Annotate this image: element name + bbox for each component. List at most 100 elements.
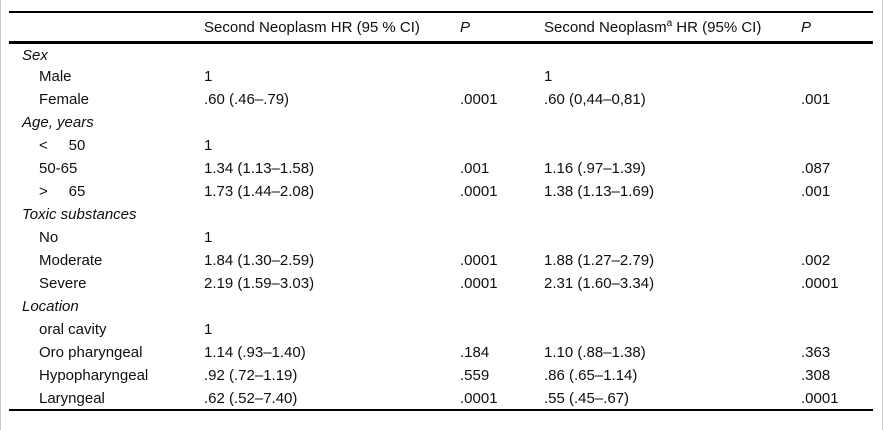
cell-p1 <box>460 111 544 134</box>
table-row-under-50: < 50 1 <box>9 134 873 157</box>
cell-hr2: 2.31 (1.60–3.34) <box>544 275 655 292</box>
cell-hr2: .55 (.45–.67) <box>544 389 630 407</box>
cell-p2 <box>801 203 873 226</box>
header-second-neoplasm-adjusted-hr: Second Neoplasma HR (95% CI) <box>544 12 801 44</box>
cell-p2: .002 <box>801 252 831 269</box>
cell-p1: .0001 <box>460 252 498 269</box>
table-header-row: Second Neoplasm HR (95 % CI) P Second Ne… <box>9 12 873 44</box>
cell-hr1: 1.84 (1.30–2.59) <box>204 252 315 269</box>
cell-hr1: .60 (.46–.79) <box>204 91 290 108</box>
cell-hr2: 1.16 (.97–1.39) <box>544 160 646 177</box>
cell-hr1 <box>204 203 460 226</box>
cell-hr2 <box>544 203 801 226</box>
cell-p1 <box>460 226 544 249</box>
cell-hr2 <box>544 226 801 249</box>
cell-hr2 <box>544 42 801 65</box>
cell-hr1: 2.19 (1.59–3.03) <box>204 275 315 292</box>
section-label: Toxic substances <box>22 206 137 223</box>
section-row-sex: Sex <box>9 42 873 65</box>
row-label: Laryngeal <box>39 389 105 407</box>
row-label: < 50 <box>39 137 86 154</box>
cell-hr2: 1 <box>544 68 553 85</box>
cell-p2 <box>801 134 873 157</box>
section-row-age: Age, years <box>9 111 873 134</box>
cell-p1 <box>460 203 544 226</box>
row-label: oral cavity <box>39 321 107 338</box>
table-row-moderate: Moderate 1.84 (1.30–2.59) .0001 1.88 (1.… <box>9 249 873 272</box>
cell-hr2 <box>544 111 801 134</box>
cell-hr1: .92 (.72–1.19) <box>204 367 298 384</box>
section-label: Age, years <box>22 114 94 131</box>
cell-hr2 <box>544 318 801 341</box>
cell-p2 <box>801 42 873 65</box>
cell-p2 <box>801 111 873 134</box>
table-row-50-65: 50-65 1.34 (1.13–1.58) .001 1.16 (.97–1.… <box>9 157 873 180</box>
cell-p1: .0001 <box>460 183 498 200</box>
header-hr2-rest: HR (95% CI) <box>672 19 762 37</box>
header-p-value-2: P <box>801 12 873 44</box>
cell-p2: .0001 <box>801 389 839 407</box>
row-label: > 65 <box>39 183 86 200</box>
section-label: Sex <box>22 47 48 65</box>
cell-hr1: 1.14 (.93–1.40) <box>204 344 306 361</box>
cell-hr2: .60 (0,44–0,81) <box>544 91 646 108</box>
section-row-toxic-substances: Toxic substances <box>9 203 873 226</box>
cell-hr1: 1.34 (1.13–1.58) <box>204 160 315 177</box>
section-label: Location <box>22 298 79 315</box>
section-row-location: Location <box>9 295 873 318</box>
row-label: No <box>39 229 59 246</box>
cell-p1: .184 <box>460 344 490 361</box>
cell-p1 <box>460 65 544 88</box>
header-p-value-1: P <box>460 12 544 44</box>
cell-hr2 <box>544 295 801 318</box>
hazard-ratio-table: Second Neoplasm HR (95 % CI) P Second Ne… <box>9 11 873 411</box>
cell-p1: .001 <box>460 160 490 177</box>
cell-hr1: 1.73 (1.44–2.08) <box>204 183 315 200</box>
cell-p2 <box>801 318 873 341</box>
cell-p1: .0001 <box>460 389 498 407</box>
footnote-marker-a: a <box>666 18 673 30</box>
cell-p2 <box>801 226 873 249</box>
cell-hr1: 1 <box>204 321 213 338</box>
table-row-oropharyngeal: Oro pharyngeal 1.14 (.93–1.40) .184 1.10… <box>9 341 873 364</box>
row-label: Hypopharyngeal <box>39 367 149 384</box>
cell-p2: .0001 <box>801 275 839 292</box>
table-row-laryngeal: Laryngeal .62 (.52–7.40) .0001 .55 (.45–… <box>9 387 873 410</box>
header-second-neoplasm-hr: Second Neoplasm HR (95 % CI) <box>204 12 460 44</box>
cell-hr1: 1 <box>204 229 213 246</box>
table-row-over-65: > 65 1.73 (1.44–2.08) .0001 1.38 (1.13–1… <box>9 180 873 203</box>
cell-p1 <box>460 318 544 341</box>
cell-p1: .559 <box>460 367 490 384</box>
cell-hr2: 1.10 (.88–1.38) <box>544 344 646 361</box>
header-hr2-text: Second Neoplasm <box>544 19 667 37</box>
cell-hr1: 1 <box>204 137 213 154</box>
row-label: Female <box>39 91 90 108</box>
p-label: P <box>801 19 812 37</box>
cell-p1: .0001 <box>460 275 498 292</box>
table-row-female: Female .60 (.46–.79) .0001 .60 (0,44–0,8… <box>9 88 873 111</box>
cell-p2: .308 <box>801 367 831 384</box>
cell-p1 <box>460 42 544 65</box>
row-label: Moderate <box>39 252 103 269</box>
table-row-oral-cavity: oral cavity 1 <box>9 318 873 341</box>
cell-p2: .001 <box>801 183 831 200</box>
cell-hr1: 1 <box>204 68 213 85</box>
cell-p2: .087 <box>801 160 831 177</box>
cell-hr2 <box>544 134 801 157</box>
cell-p2 <box>801 65 873 88</box>
cell-p1: .0001 <box>460 91 498 108</box>
table-row-severe: Severe 2.19 (1.59–3.03) .0001 2.31 (1.60… <box>9 272 873 295</box>
header-variable <box>9 12 204 44</box>
table-row-hypopharyngeal: Hypopharyngeal .92 (.72–1.19) .559 .86 (… <box>9 364 873 387</box>
row-label: 50-65 <box>39 160 78 177</box>
table-row-no: No 1 <box>9 226 873 249</box>
row-label: Male <box>39 68 72 85</box>
cell-hr1 <box>204 111 460 134</box>
cell-p2: .363 <box>801 344 831 361</box>
table-row-male: Male 1 1 <box>9 65 873 88</box>
row-label: Severe <box>39 275 87 292</box>
cell-hr2: 1.88 (1.27–2.79) <box>544 252 655 269</box>
cell-hr1 <box>204 42 460 65</box>
cell-hr2: .86 (.65–1.14) <box>544 367 638 384</box>
